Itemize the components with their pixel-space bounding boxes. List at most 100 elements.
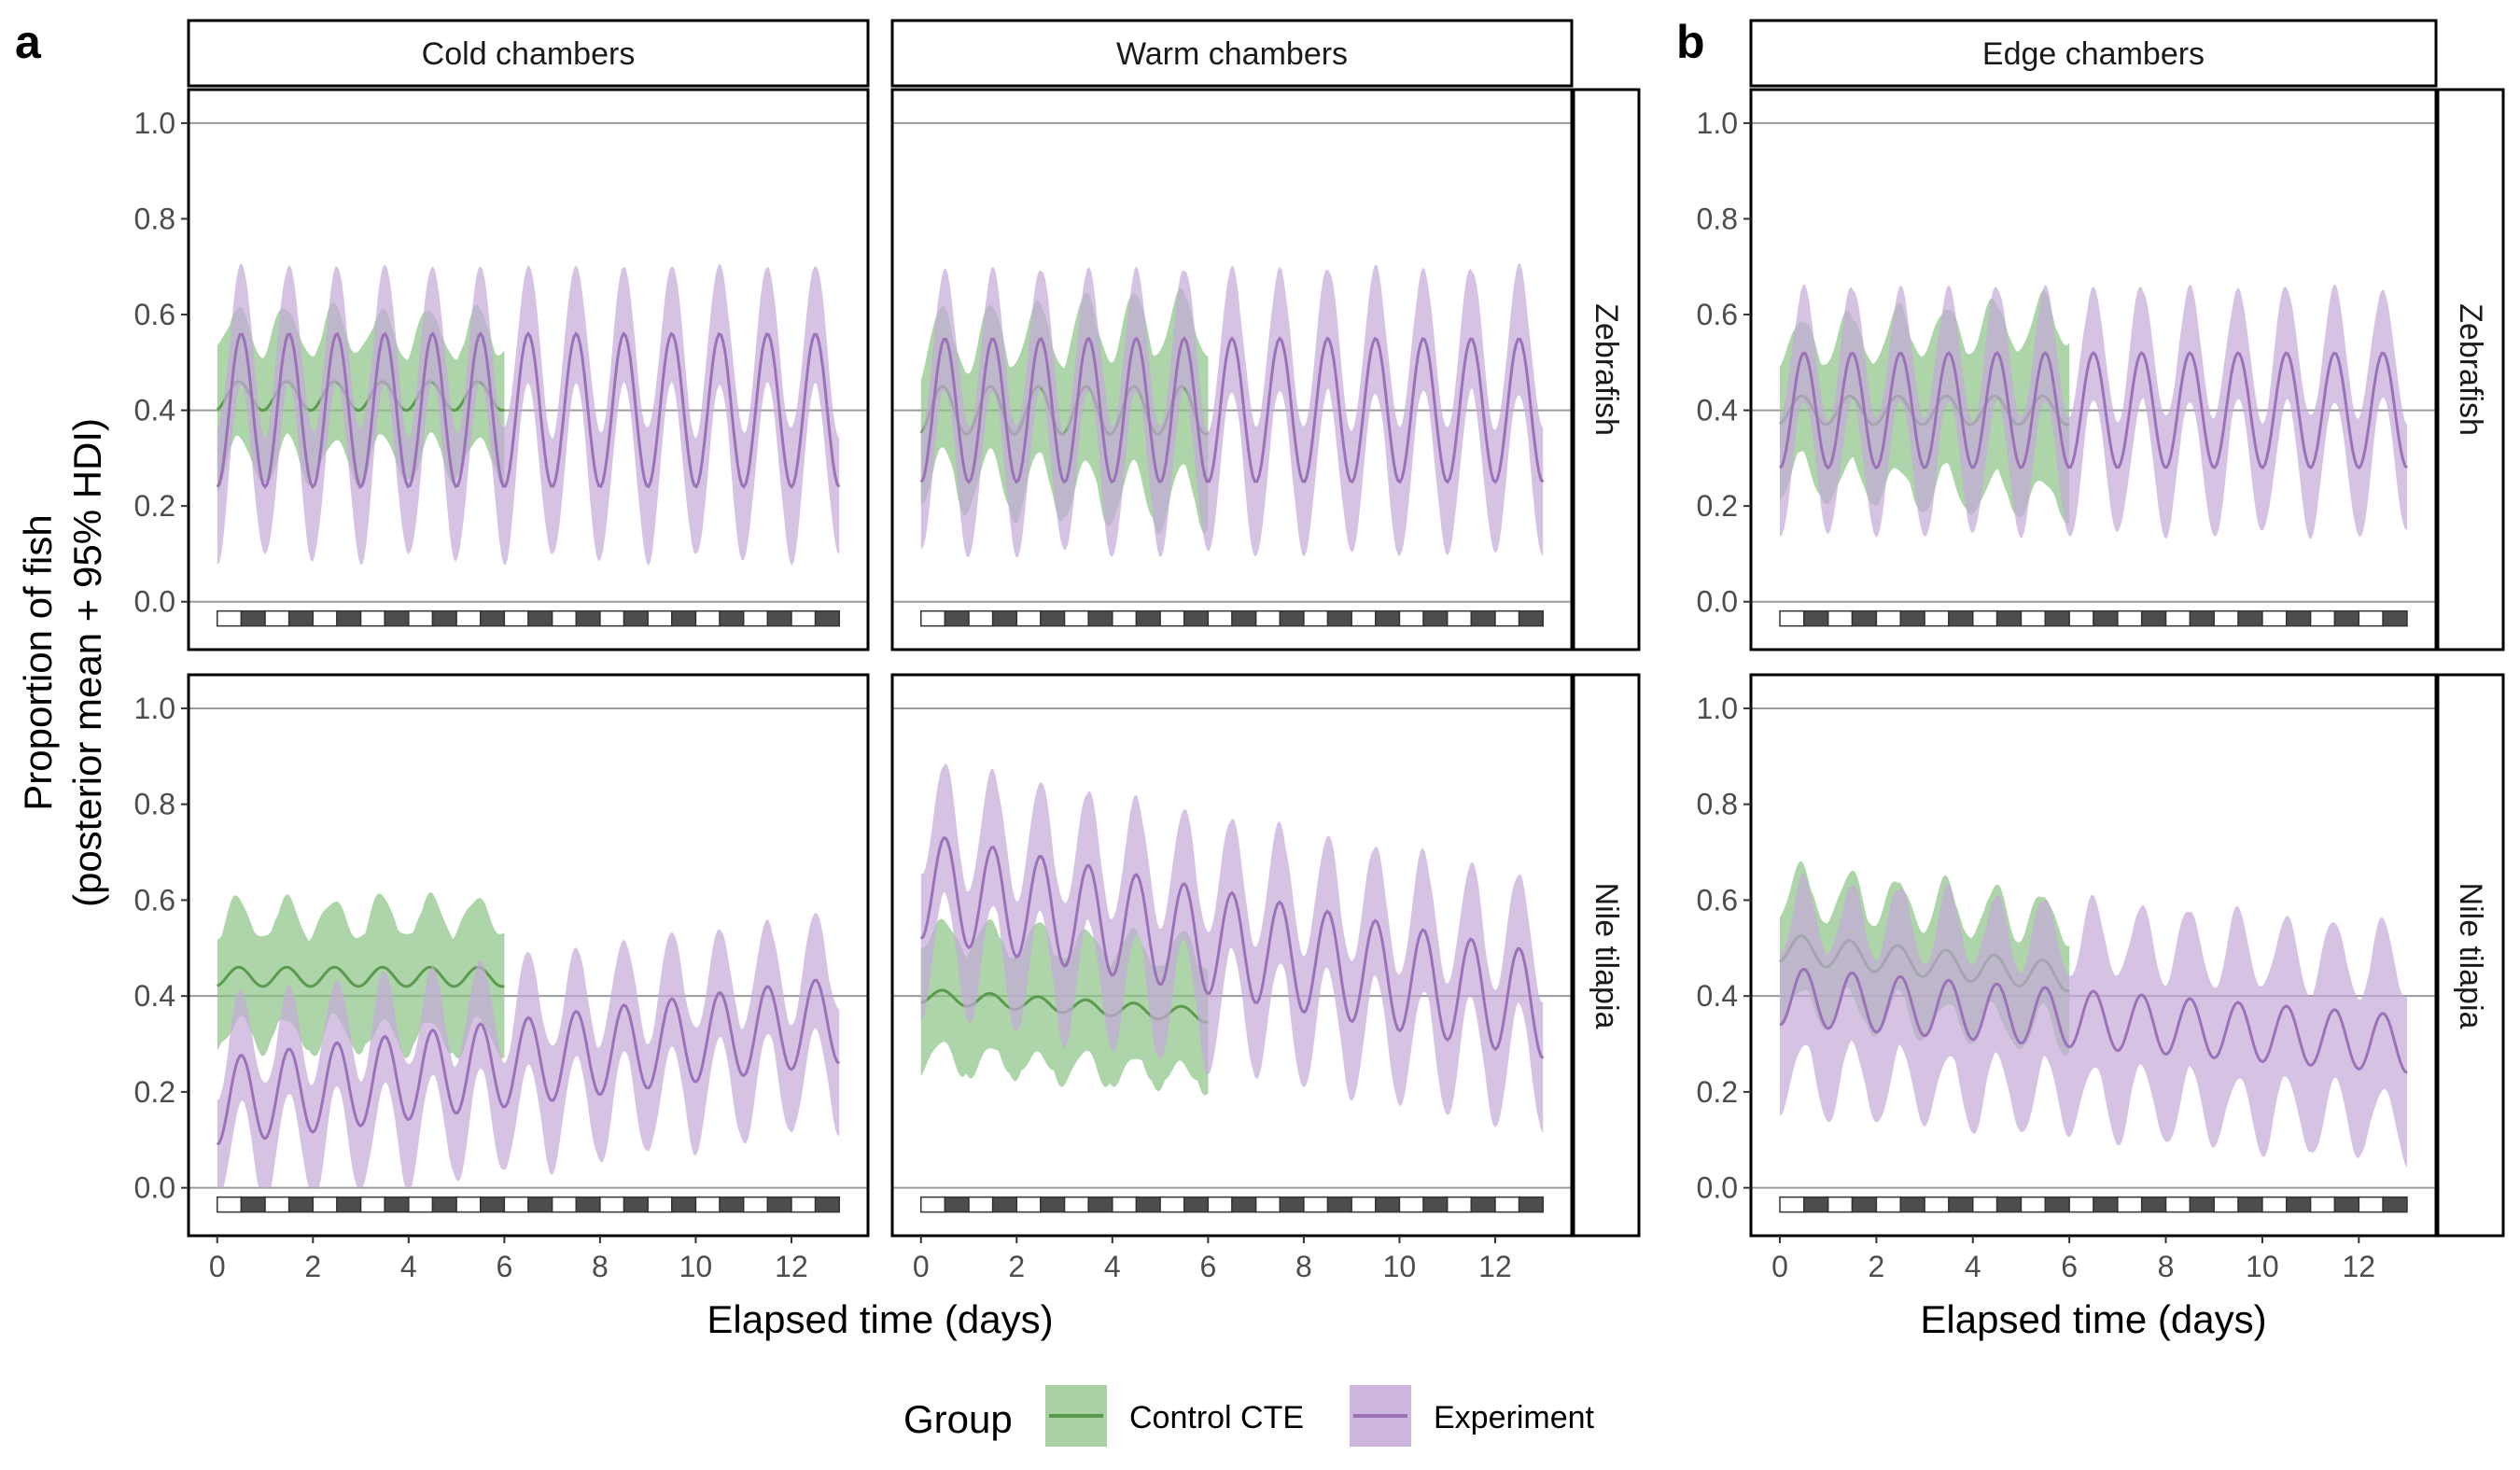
light-period-box (1159, 609, 1185, 627)
strip-warm: Warm chambers (890, 19, 1574, 88)
legend-label-control: Control CTE (1129, 1400, 1304, 1435)
control-mean-line (217, 965, 505, 988)
dark-period-box (671, 609, 697, 627)
light-period-box (2358, 1196, 2384, 1213)
light-period-box (359, 1196, 385, 1213)
light-period-box (791, 1196, 817, 1213)
light-period-box (408, 1196, 434, 1213)
dark-period-box (1040, 609, 1066, 627)
light-period-box (1779, 1196, 1805, 1213)
dark-period-box (527, 609, 553, 627)
light-period-box (647, 1196, 673, 1213)
light-period-box (1398, 609, 1424, 627)
light-period-box (742, 609, 769, 627)
strip-tilapia-a: Nile tilapia (1572, 673, 1641, 1238)
panel-border (187, 88, 870, 651)
light-period-box (2261, 1196, 2288, 1213)
experiment-mean-line (1778, 350, 2409, 470)
x-tick-label: 8 (1295, 1250, 1312, 1283)
experiment-mean-line (919, 836, 1545, 1059)
x-tick-label: 0 (209, 1250, 226, 1283)
dark-period-box (384, 609, 410, 627)
strip-edge-label: Edge chambers (1982, 36, 2205, 72)
y-tick-label: 1.0 (134, 106, 175, 140)
light-period-box (1254, 1196, 1281, 1213)
x-tick-label: 0 (1771, 1250, 1788, 1283)
y-tick-label: 0.4 (134, 979, 175, 1013)
light-period-box (2213, 609, 2239, 627)
y-tick-label: 0.0 (134, 585, 175, 619)
light-period-box (2309, 1196, 2336, 1213)
strip-cold: Cold chambers (187, 19, 870, 88)
y-tick-label: 0.0 (134, 1171, 175, 1205)
dark-period-box (1470, 609, 1496, 627)
panels-layer: 0.00.20.40.60.81.00.00.20.40.60.81.00.00… (134, 88, 2438, 1283)
strip-zebrafish-a-label: Zebrafish (1589, 303, 1624, 436)
light-period-box (2213, 1196, 2239, 1213)
dark-period-box (944, 609, 970, 627)
legend-title: Group (903, 1397, 1013, 1441)
light-period-box (2164, 1196, 2191, 1213)
light-period-box (1303, 609, 1329, 627)
strip-tilapia-a-label: Nile tilapia (1589, 883, 1624, 1029)
experiment-hdi-ribbon (920, 763, 1544, 1134)
y-tick-label: 1.0 (1697, 692, 1738, 725)
light-period-box (2020, 609, 2047, 627)
dark-period-box (2237, 609, 2263, 627)
panel-border (890, 673, 1574, 1238)
dark-period-box (575, 1196, 601, 1213)
dark-period-box (240, 609, 266, 627)
light-period-box (599, 609, 625, 627)
dark-period-box (671, 1196, 697, 1213)
dark-period-box (2333, 1196, 2360, 1213)
light-period-box (264, 609, 290, 627)
dark-period-box (1518, 1196, 1544, 1213)
light-period-box (1446, 609, 1473, 627)
light-period-box (2358, 609, 2384, 627)
dark-period-box (2093, 609, 2119, 627)
light-period-box (1875, 1196, 1901, 1213)
light-period-box (2068, 609, 2094, 627)
light-period-box (1446, 1196, 1473, 1213)
light-period-box (1351, 609, 1377, 627)
dark-period-box (1326, 609, 1352, 627)
light-period-box (1112, 609, 1138, 627)
dark-period-box (1422, 1196, 1449, 1213)
x-tick-label: 6 (1199, 1250, 1216, 1283)
strip-cold-label: Cold chambers (422, 36, 636, 72)
dark-period-box (2044, 1196, 2070, 1213)
light-period-box (694, 609, 721, 627)
dark-period-box (1087, 1196, 1113, 1213)
x-tick-label: 6 (2061, 1250, 2078, 1283)
y-tick-label: 0.6 (1697, 298, 1738, 331)
light-period-box (1779, 609, 1805, 627)
dark-period-box (1899, 1196, 1925, 1213)
dark-period-box (479, 609, 506, 627)
dark-period-box (1135, 1196, 1161, 1213)
dark-period-box (766, 1196, 792, 1213)
dark-period-box (2044, 609, 2070, 627)
dark-period-box (1279, 609, 1305, 627)
dark-period-box (2189, 609, 2215, 627)
dark-period-box (766, 609, 792, 627)
panel-border (1749, 88, 2438, 651)
dark-period-box (814, 1196, 840, 1213)
y-tick-label: 0.4 (1697, 979, 1738, 1013)
dark-period-box (1851, 1196, 1878, 1213)
dark-period-box (623, 1196, 649, 1213)
xlabel-b: Elapsed time (days) (1920, 1297, 2266, 1341)
light-period-box (2020, 1196, 2047, 1213)
x-tick-label: 10 (679, 1250, 713, 1283)
strip-warm-label: Warm chambers (1116, 36, 1348, 72)
dark-period-box (287, 609, 315, 627)
dark-period-box (1995, 609, 2023, 627)
light-period-box (1063, 1196, 1089, 1213)
strip-zebrafish-a: Zebrafish (1572, 88, 1641, 651)
x-tick-label: 10 (2246, 1250, 2279, 1283)
x-tick-label: 4 (1104, 1250, 1121, 1283)
dark-period-box (719, 609, 745, 627)
light-period-box (2068, 1196, 2094, 1213)
dark-period-box (2382, 609, 2408, 627)
light-period-box (1494, 1196, 1520, 1213)
x-tick-label: 6 (496, 1250, 512, 1283)
